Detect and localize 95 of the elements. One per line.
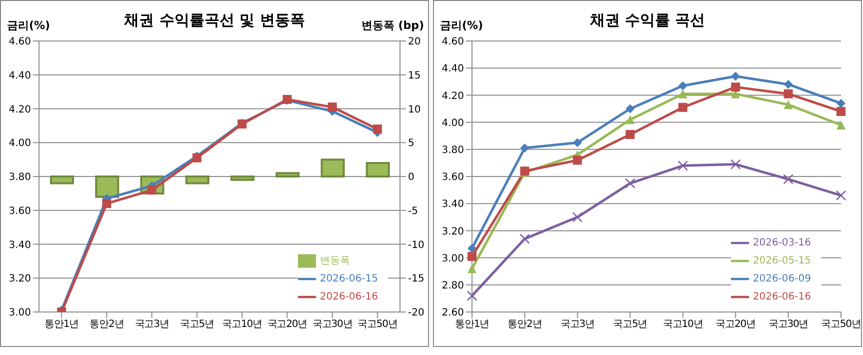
y-tick-label: 4.60 <box>442 36 464 48</box>
legend-label: 변동폭 <box>320 256 350 267</box>
y-tick-label: 3.00 <box>8 308 31 319</box>
bar <box>50 176 74 184</box>
y2-tick-label: 5 <box>408 138 414 150</box>
bar <box>320 158 345 178</box>
y-tick-label: 3.80 <box>442 144 464 156</box>
point <box>328 102 337 112</box>
y-tick-label: 4.20 <box>8 104 31 116</box>
legend-label: 2026-05-15 <box>752 256 811 267</box>
point <box>626 130 635 139</box>
y-axis-title: 금리(%) <box>7 18 50 33</box>
x-tick-label: 국고30년 <box>768 319 808 330</box>
y-tick-label: 4.00 <box>8 138 31 150</box>
legend-label: 2026-06-16 <box>752 292 811 303</box>
x-tick-label: 국고10년 <box>662 319 703 330</box>
y2-tick-label: 10 <box>408 104 421 116</box>
y-tick-label: 3.40 <box>8 240 31 251</box>
x-tick-label: 국고5년 <box>180 319 214 330</box>
y-tick-label: 3.80 <box>8 172 31 184</box>
x-tick-label: 국고5년 <box>613 319 648 330</box>
point <box>836 120 846 130</box>
y2-tick-label: -20 <box>408 308 424 319</box>
x-tick-label: 국고20년 <box>716 319 756 330</box>
y-tick-label: 4.40 <box>442 64 464 75</box>
point <box>624 178 636 188</box>
chart-title: 채권 수익률곡선 및 변동폭 <box>124 11 305 29</box>
point <box>468 244 476 253</box>
point <box>836 190 846 201</box>
bar <box>230 176 254 181</box>
legend-label: 2026-06-16 <box>320 292 378 303</box>
y2-tick-label: 15 <box>408 70 421 82</box>
x-tick-label: 통안2년 <box>90 319 124 330</box>
point <box>466 290 478 301</box>
bar <box>276 172 300 178</box>
bar <box>366 162 390 178</box>
y-tick-label: 3.60 <box>8 206 31 217</box>
point <box>784 89 793 98</box>
y-tick-label: 2.80 <box>442 280 464 292</box>
point <box>784 80 793 89</box>
point <box>836 98 846 108</box>
point <box>572 138 582 148</box>
point <box>520 234 530 244</box>
legend-label: 2026-06-15 <box>320 274 378 285</box>
y2-tick-label: -15 <box>408 274 424 285</box>
bar <box>185 176 210 184</box>
x-tick-label: 통안2년 <box>508 319 542 330</box>
y2-tick-label: 0 <box>408 172 414 184</box>
y-tick-label: 4.00 <box>442 118 464 129</box>
y2-tick-label: -10 <box>408 240 424 251</box>
point <box>783 174 794 184</box>
point <box>468 264 476 274</box>
legend-label: 2026-03-16 <box>752 238 811 249</box>
point <box>678 160 688 171</box>
point <box>147 186 156 195</box>
point <box>784 100 793 110</box>
legend-label: 2026-06-09 <box>752 274 811 285</box>
point <box>572 156 582 165</box>
point <box>678 89 688 98</box>
y2-tick-label: 20 <box>408 36 421 48</box>
point <box>572 212 583 222</box>
y-tick-label: 4.60 <box>8 36 31 48</box>
y-tick-label: 3.60 <box>442 172 464 184</box>
point <box>626 115 635 124</box>
x-tick-label: 국고30년 <box>312 319 352 330</box>
y-axis-title: 금리(%) <box>440 18 484 33</box>
x-tick-label: 국고3년 <box>560 319 594 330</box>
bar <box>95 176 120 198</box>
point <box>836 106 846 116</box>
y-tick-label: 2.60 <box>442 308 464 319</box>
y-tick-label: 3.00 <box>442 253 464 264</box>
point <box>626 104 635 114</box>
y-tick-label: 3.40 <box>442 199 464 210</box>
x-tick-label: 국고3년 <box>134 319 169 330</box>
x-tick-label: 국고50년 <box>358 319 398 330</box>
y2-tick-label: -5 <box>408 206 418 217</box>
x-tick-label: 국고20년 <box>267 319 308 330</box>
point <box>731 72 740 81</box>
chart-title: 채권 수익률 곡선 <box>590 11 706 29</box>
x-tick-label: 통안1년 <box>455 319 489 330</box>
point <box>678 81 688 90</box>
y-tick-label: 4.20 <box>442 90 464 102</box>
y-tick-label: 4.40 <box>8 70 31 82</box>
point <box>520 144 530 153</box>
point <box>730 159 741 170</box>
y2-axis-title: 변동폭 (bp) <box>361 18 424 33</box>
point <box>678 102 688 112</box>
x-tick-label: 통안1년 <box>44 319 79 330</box>
y-tick-label: 3.20 <box>442 226 464 238</box>
point <box>731 82 740 92</box>
y-tick-label: 3.20 <box>8 274 31 285</box>
point <box>372 124 382 134</box>
x-tick-label: 국고50년 <box>821 319 861 330</box>
x-tick-label: 국고10년 <box>222 319 262 330</box>
point <box>102 199 112 208</box>
